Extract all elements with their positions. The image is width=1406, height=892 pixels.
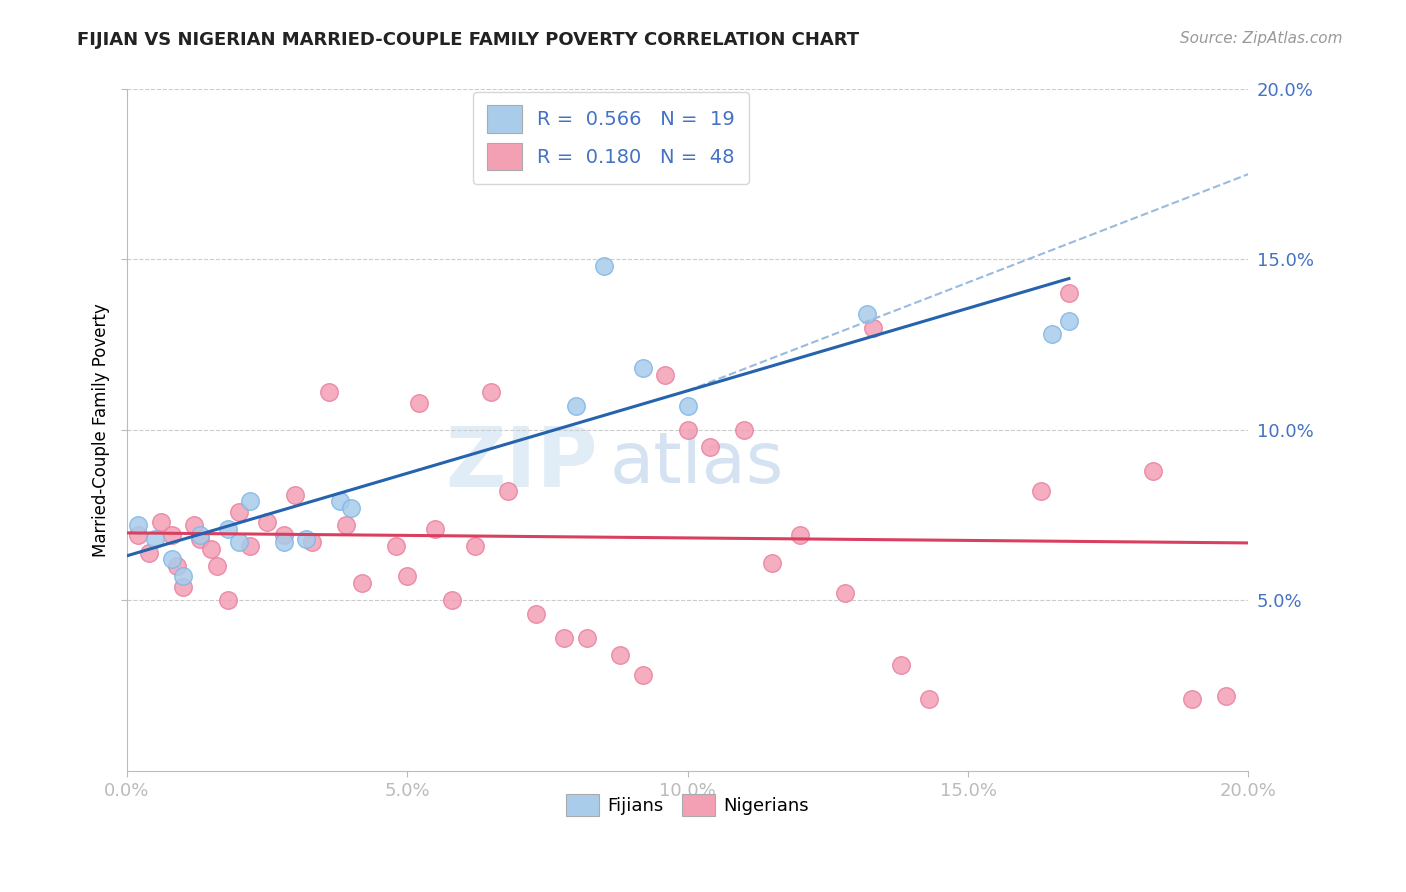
Text: ZIP: ZIP	[446, 424, 598, 504]
Y-axis label: Married-Couple Family Poverty: Married-Couple Family Poverty	[93, 303, 110, 557]
Point	[609, 648, 631, 662]
Point	[553, 631, 575, 645]
Point	[631, 668, 654, 682]
Point	[143, 532, 166, 546]
Point	[1142, 464, 1164, 478]
Point	[1181, 692, 1204, 706]
Point	[592, 259, 614, 273]
Point	[340, 501, 363, 516]
Point	[172, 569, 194, 583]
Point	[425, 522, 447, 536]
Legend: Fijians, Nigerians: Fijians, Nigerians	[560, 787, 817, 823]
Point	[335, 518, 357, 533]
Point	[654, 368, 676, 383]
Point	[1040, 327, 1063, 342]
Point	[228, 505, 250, 519]
Point	[834, 586, 856, 600]
Point	[918, 692, 941, 706]
Point	[575, 631, 598, 645]
Point	[1215, 689, 1237, 703]
Point	[856, 307, 879, 321]
Point	[160, 528, 183, 542]
Point	[789, 528, 811, 542]
Point	[733, 423, 755, 437]
Point	[1029, 484, 1052, 499]
Point	[127, 518, 149, 533]
Point	[239, 494, 262, 508]
Point	[496, 484, 519, 499]
Text: FIJIAN VS NIGERIAN MARRIED-COUPLE FAMILY POVERTY CORRELATION CHART: FIJIAN VS NIGERIAN MARRIED-COUPLE FAMILY…	[77, 31, 859, 49]
Point	[228, 535, 250, 549]
Point	[183, 518, 205, 533]
Text: atlas: atlas	[609, 429, 783, 499]
Point	[301, 535, 323, 549]
Point	[166, 559, 188, 574]
Point	[564, 399, 586, 413]
Point	[273, 535, 295, 549]
Point	[631, 361, 654, 376]
Point	[1057, 314, 1080, 328]
Point	[318, 385, 340, 400]
Point	[138, 545, 160, 559]
Point	[676, 399, 699, 413]
Point	[273, 528, 295, 542]
Point	[239, 539, 262, 553]
Point	[862, 320, 884, 334]
Point	[890, 658, 912, 673]
Point	[761, 556, 783, 570]
Point	[188, 528, 211, 542]
Point	[256, 515, 278, 529]
Point	[524, 607, 547, 621]
Point	[385, 539, 408, 553]
Point	[127, 528, 149, 542]
Point	[172, 580, 194, 594]
Point	[352, 576, 374, 591]
Point	[396, 569, 419, 583]
Point	[160, 552, 183, 566]
Point	[441, 593, 464, 607]
Point	[284, 487, 307, 501]
Point	[329, 494, 352, 508]
Point	[217, 593, 239, 607]
Point	[200, 542, 222, 557]
Point	[1057, 286, 1080, 301]
Point	[699, 440, 721, 454]
Point	[481, 385, 503, 400]
Point	[464, 539, 486, 553]
Point	[408, 395, 430, 409]
Point	[217, 522, 239, 536]
Point	[295, 532, 318, 546]
Point	[149, 515, 172, 529]
Point	[676, 423, 699, 437]
Point	[188, 532, 211, 546]
Point	[205, 559, 228, 574]
Text: Source: ZipAtlas.com: Source: ZipAtlas.com	[1180, 31, 1343, 46]
